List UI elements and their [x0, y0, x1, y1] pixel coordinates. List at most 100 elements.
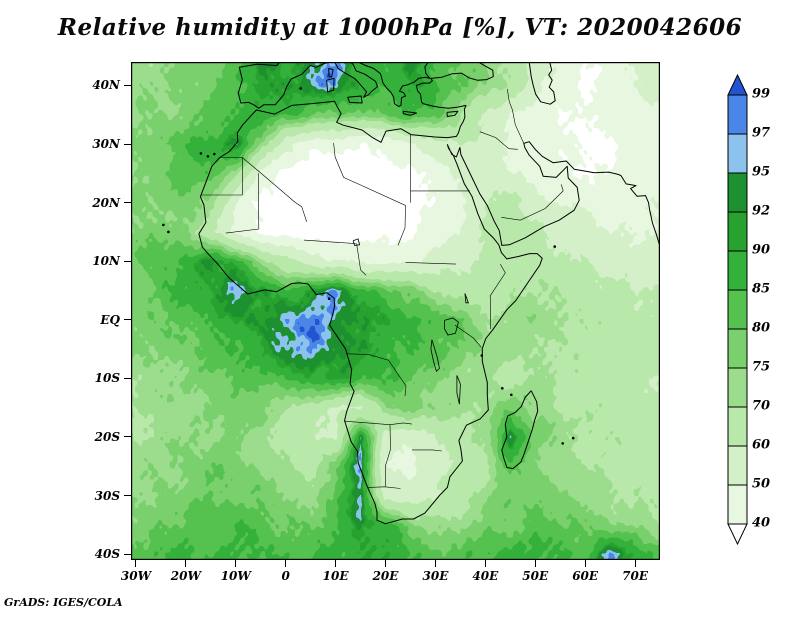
lat-tick-mark [124, 143, 131, 145]
lon-tick-label: 60E [572, 569, 599, 583]
country-border [501, 184, 564, 221]
lon-tick-mark [135, 560, 137, 567]
island-dot [480, 354, 484, 357]
lon-tick-label: 10E [322, 569, 349, 583]
colorbar-band [727, 94, 748, 135]
country-border [368, 486, 401, 489]
coastline [357, 62, 431, 107]
colorbar-label: 92 [752, 203, 771, 219]
lon-tick-label: 70E [622, 569, 648, 583]
colorbar-label: 99 [752, 86, 771, 102]
coastline [402, 110, 417, 116]
colorbar-scale [727, 73, 748, 546]
country-border [405, 262, 456, 265]
country-border [507, 88, 525, 144]
lat-tick-mark [124, 377, 131, 379]
island-dot [510, 393, 513, 397]
coastline [326, 77, 335, 93]
lon-tick-mark [484, 560, 486, 567]
lake-outline [456, 375, 461, 405]
colorbar-band [727, 484, 748, 525]
coastline [347, 95, 363, 104]
island-dot [571, 436, 575, 440]
colorbar-arrow-bottom [727, 523, 748, 546]
island-dot [327, 297, 331, 300]
lon-tick-mark [335, 560, 337, 567]
map-area [131, 62, 660, 560]
lon-tick-label: 40E [472, 569, 499, 583]
coastline [501, 390, 539, 470]
lon-tick-label: 20E [372, 569, 399, 583]
lon-tick-label: 30W [120, 569, 152, 583]
grads-credit: GrADS: IGES/COLA [4, 596, 123, 609]
lon-tick-mark [634, 560, 636, 567]
coastline [198, 62, 660, 525]
colorbar-label: 40 [752, 515, 771, 531]
coastline [528, 62, 556, 105]
island-dot [299, 87, 302, 90]
island-dot [162, 223, 165, 227]
country-border [454, 324, 482, 348]
lat-tick-label: 30N [92, 137, 120, 152]
colorbar-label: 80 [752, 320, 771, 336]
colorbar-band [727, 172, 748, 213]
lon-tick-mark [534, 560, 536, 567]
coastline [328, 67, 334, 78]
lat-tick-label: 20N [92, 195, 120, 210]
lon-tick-mark [584, 560, 586, 567]
island-dot [206, 155, 210, 158]
lon-tick-mark [434, 560, 436, 567]
colorbar-label: 90 [752, 242, 771, 258]
country-border [303, 239, 356, 244]
colorbar-arrow-top [727, 73, 748, 96]
island-dot [561, 442, 564, 445]
lat-tick-label: 40N [92, 78, 120, 93]
lat-tick-label: 40S [94, 547, 120, 562]
colorbar-band [727, 406, 748, 447]
lon-tick-mark [285, 560, 287, 567]
colorbar-label: 60 [752, 437, 771, 453]
colorbar-label: 75 [752, 359, 771, 375]
colorbar-band [727, 289, 748, 330]
country-border [225, 173, 260, 234]
country-border [479, 131, 518, 150]
lat-tick-mark [124, 436, 131, 438]
coastline [237, 62, 330, 109]
country-border [333, 142, 361, 186]
coastline [446, 110, 459, 117]
colorbar-band [727, 328, 748, 369]
lat-tick-label: 10S [94, 371, 120, 386]
colorbar [727, 73, 748, 549]
lat-tick-mark [124, 260, 131, 262]
lon-tick-mark [385, 560, 387, 567]
lon-tick-label: 0 [281, 569, 290, 583]
colorbar-band [727, 211, 748, 252]
lon-tick-label: 50E [522, 569, 549, 583]
lake-outline [352, 238, 361, 246]
islands [162, 87, 575, 445]
country-border [489, 263, 506, 297]
colorbar-band [727, 367, 748, 408]
country-border [242, 157, 307, 222]
country-border [360, 184, 406, 246]
lat-tick-label: EQ [100, 312, 120, 327]
country-borders [200, 88, 564, 489]
country-border [356, 243, 367, 276]
map-overlay [131, 62, 660, 560]
lat-tick-mark [124, 319, 131, 321]
island-dot [213, 152, 216, 156]
coastline [334, 62, 378, 98]
lake-outline [464, 293, 469, 304]
colorbar-label: 70 [752, 398, 771, 414]
lat-tick-mark [124, 553, 131, 555]
lat-tick-label: 10N [92, 254, 120, 269]
colorbar-label: 95 [752, 164, 771, 180]
lat-tick-label: 30S [94, 488, 120, 503]
lat-tick-mark [124, 495, 131, 497]
country-border [344, 420, 413, 426]
lon-tick-label: 30E [422, 569, 449, 583]
map-frame [131, 62, 660, 560]
island-dot [199, 152, 203, 155]
colorbar-label: 97 [752, 125, 771, 141]
lat-tick-label: 20S [94, 429, 120, 444]
